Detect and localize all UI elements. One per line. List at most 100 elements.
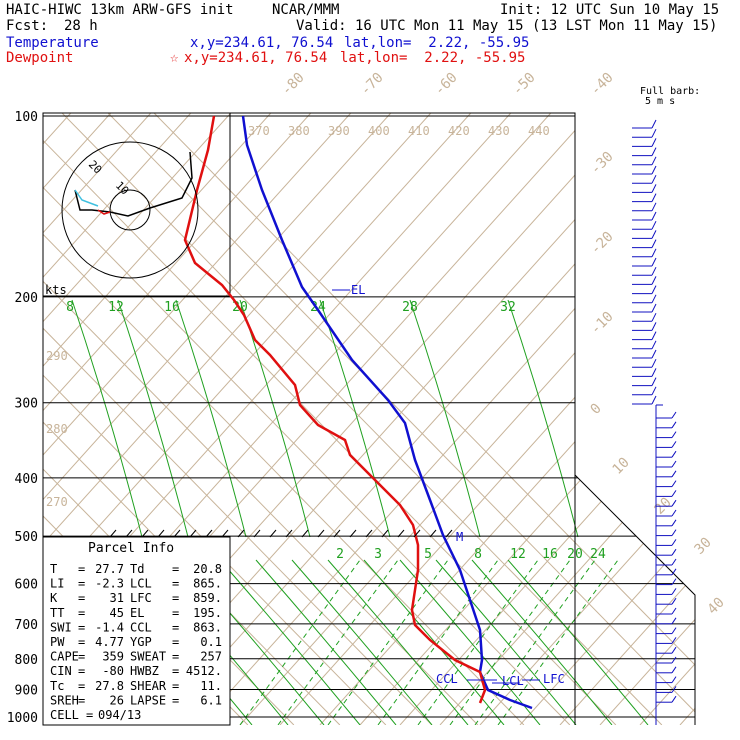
parcel-row-value: 31 [110,591,124,605]
wind-barb-flag [651,211,657,221]
moist-adiabat-line [219,559,361,725]
moist-adiabat-line [471,559,613,725]
parcel-row-eq: = [78,620,85,634]
wind-barb-flag [651,184,657,193]
parcel-row-eq: = [172,562,179,576]
hatch-mark [413,529,421,538]
dewpoint-latlon: lat,lon= 2.22, -55.95 [340,50,526,66]
fcst-value: 28 h [64,18,98,34]
dry-adiabat-line [439,113,695,725]
mixing-ratio-lower-line [277,559,399,725]
wind-barb-flag [651,358,657,368]
dewpoint-legend: Dewpoint [6,50,74,66]
parcel-row-eq: = [78,693,85,707]
mixing-ratio-label: 32 [500,300,516,315]
wind-barb-flag [651,165,657,175]
isotherm-line [43,113,479,725]
dewpoint-star-icon: ☆ [170,50,179,66]
barb-title: Full barb: [640,86,701,97]
pressure-label: 500 [15,530,38,545]
wind-barb-flag [651,368,657,377]
hatch-mark [237,529,245,538]
dry-adiabat-line [43,113,272,725]
parcel-row-label: YGP [130,635,152,649]
parcel-row-label: T [50,562,57,576]
wind-barb-flag [671,617,677,625]
wind-barb-flag [671,411,677,419]
parcel-row-label: Tc [50,679,64,693]
wind-barb-flag [671,480,677,487]
temperature-xy: x,y=234.61, 76.54 [190,35,334,51]
wind-barb-flag [651,230,657,239]
dry-adiabat-line [559,113,695,725]
isotherm-label: -20 [588,229,617,258]
dry-adiabat-line [720,113,740,725]
hatch-mark [365,529,373,538]
fcst-label: Fcst: [6,18,49,34]
barb-unit: 5 m s [645,96,676,107]
hodo-trace-low [74,189,99,207]
wind-barb-flag [651,395,657,405]
hodo-ring-inner [109,189,151,231]
hatch-mark [301,529,309,538]
theta-label: 430 [488,124,510,138]
pressure-label: 900 [15,683,38,698]
wind-barb-flag [671,597,677,605]
wind-barb-flag [671,421,677,429]
hatch-mark [349,529,357,538]
parcel-row-eq: = [78,635,85,649]
parcel-row-value: 257 [200,650,222,664]
hatch-mark [125,529,133,538]
wind-barb-flag [651,349,657,359]
hatch-mark [189,529,197,538]
parcel-row-eq: = [172,693,179,707]
moist-adiabat-line [255,559,397,725]
pressure-label: 1000 [7,711,38,726]
pressure-label: 200 [15,291,38,306]
parcel-cell-label: CELL [50,708,79,722]
mixing-ratio-lower-line [239,559,361,725]
parcel-row-eq: = [78,577,85,591]
dry-adiabat-line [319,113,695,725]
isotherm-label: 10 [610,455,633,478]
dewpoint-line [183,115,487,704]
parcel-row-label: Td [130,562,144,576]
parcel-row-eq: = [172,650,179,664]
isotherm-line [43,113,525,725]
parcel-row-label: SHEAR [130,679,167,693]
lcl-label: LCL [502,674,524,688]
wind-barb-flag [671,666,677,674]
pressure-label: 400 [15,472,38,487]
wind-barb-flag [651,331,657,340]
wind-barb-flag [671,588,677,595]
mixing-ratio-upper-line [409,299,481,538]
wind-barb-flag [651,202,657,212]
wind-barb-flag [651,220,657,230]
isotherm-label: 40 [705,595,728,618]
parcel-row-eq: = [172,577,179,591]
wind-barb-flag [671,490,677,497]
wind-barb-flag [651,386,657,396]
isotherm-line [43,113,341,725]
parcel-row-value: 26 [110,693,124,707]
dry-adiabat-line [239,113,695,725]
mixing-ratio-label: 12 [108,300,124,315]
isotherm-line [153,113,695,725]
wind-barb-flag [671,499,677,507]
wind-barb-flag [651,193,657,202]
mixing-ratio-lower-line [449,559,571,725]
wind-barb-flag [651,322,657,331]
parcel-row-value: 27.8 [95,679,124,693]
hodo-ring-outer [61,141,199,279]
theta-label: 400 [368,124,390,138]
moist-adiabat-line [363,559,505,725]
wind-barb-flag [671,627,677,634]
lfc-label: LFC [543,672,565,686]
mixing-ratio-lower-line [377,559,499,725]
parcel-row-value: 863. [193,620,222,634]
parcel-row-label: CIN [50,664,72,678]
dry-adiabat-line [43,113,472,725]
parcel-row-eq: = [86,708,93,722]
